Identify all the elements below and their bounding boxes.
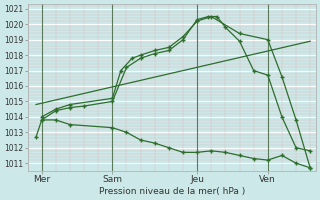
X-axis label: Pression niveau de la mer( hPa ): Pression niveau de la mer( hPa ) — [99, 187, 245, 196]
